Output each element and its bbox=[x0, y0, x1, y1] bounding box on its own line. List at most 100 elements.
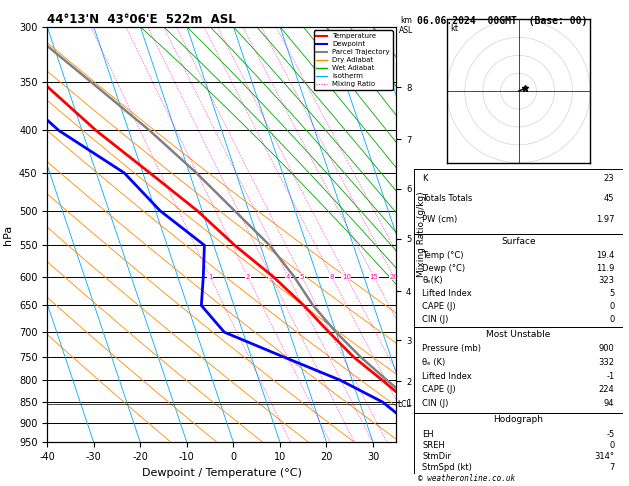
Text: 44°13'N  43°06'E  522m  ASL: 44°13'N 43°06'E 522m ASL bbox=[47, 13, 236, 26]
Text: CAPE (J): CAPE (J) bbox=[422, 302, 456, 311]
Text: EH: EH bbox=[422, 430, 434, 438]
Parcel Trajectory bbox=[409, 399, 417, 405]
Parcel Trajectory bbox=[435, 420, 442, 426]
Text: θₑ (K): θₑ (K) bbox=[422, 358, 445, 367]
Text: 0: 0 bbox=[609, 302, 615, 311]
Text: 10: 10 bbox=[342, 274, 351, 279]
Text: Pressure (mb): Pressure (mb) bbox=[422, 344, 481, 353]
Text: 45: 45 bbox=[604, 194, 615, 204]
Text: Dewp (°C): Dewp (°C) bbox=[422, 264, 465, 273]
X-axis label: Dewpoint / Temperature (°C): Dewpoint / Temperature (°C) bbox=[142, 468, 302, 478]
Temperature bbox=[39, 79, 47, 85]
Text: 20: 20 bbox=[389, 274, 398, 279]
Dewpoint bbox=[425, 439, 432, 445]
Line: Parcel Trajectory: Parcel Trajectory bbox=[24, 27, 464, 442]
Text: Hodograph: Hodograph bbox=[493, 415, 543, 424]
Text: Most Unstable: Most Unstable bbox=[486, 330, 550, 339]
Temperature bbox=[430, 420, 438, 426]
Text: 06.06.2024  00GMT  (Base: 00): 06.06.2024 00GMT (Base: 00) bbox=[417, 16, 587, 26]
Text: Totals Totals: Totals Totals bbox=[422, 194, 472, 204]
Text: StmDir: StmDir bbox=[422, 451, 451, 461]
Legend: Temperature, Dewpoint, Parcel Trajectory, Dry Adiabat, Wet Adiabat, Isotherm, Mi: Temperature, Dewpoint, Parcel Trajectory… bbox=[314, 30, 392, 90]
Y-axis label: hPa: hPa bbox=[3, 225, 13, 244]
Text: Lifted Index: Lifted Index bbox=[422, 289, 472, 298]
Text: 5: 5 bbox=[609, 289, 615, 298]
Text: kt: kt bbox=[450, 24, 458, 33]
Temperature bbox=[300, 303, 308, 309]
Parcel Trajectory bbox=[357, 354, 364, 360]
Text: θₑ(K): θₑ(K) bbox=[422, 277, 443, 285]
Temperature bbox=[146, 170, 153, 176]
Text: CIN (J): CIN (J) bbox=[422, 399, 448, 408]
Text: km
ASL: km ASL bbox=[399, 16, 413, 35]
Text: Temp (°C): Temp (°C) bbox=[422, 251, 464, 260]
Text: © weatheronline.co.uk: © weatheronline.co.uk bbox=[418, 474, 515, 483]
Text: 3: 3 bbox=[269, 274, 273, 279]
Text: 332: 332 bbox=[598, 358, 615, 367]
Parcel Trajectory bbox=[383, 378, 391, 383]
Temperature bbox=[379, 378, 386, 383]
Temperature bbox=[92, 127, 100, 133]
Temperature bbox=[231, 243, 238, 248]
Temperature bbox=[325, 329, 333, 335]
Text: 15: 15 bbox=[369, 274, 378, 279]
Dewpoint bbox=[157, 208, 164, 214]
Text: 900: 900 bbox=[599, 344, 615, 353]
Y-axis label: Mixing Ratio (g/kg): Mixing Ratio (g/kg) bbox=[417, 191, 426, 278]
Text: 0: 0 bbox=[609, 441, 615, 450]
Text: LCL: LCL bbox=[398, 400, 411, 409]
Dewpoint bbox=[337, 378, 344, 383]
Text: 94: 94 bbox=[604, 399, 615, 408]
Text: 323: 323 bbox=[598, 277, 615, 285]
Parcel Trajectory bbox=[231, 208, 238, 214]
Text: PW (cm): PW (cm) bbox=[422, 215, 457, 224]
Temperature bbox=[350, 354, 357, 360]
Dewpoint bbox=[198, 303, 205, 309]
Parcel Trajectory bbox=[460, 439, 467, 445]
Text: Lifted Index: Lifted Index bbox=[422, 372, 472, 381]
Parcel Trajectory bbox=[309, 303, 317, 309]
Text: Surface: Surface bbox=[501, 237, 536, 246]
Text: K: K bbox=[422, 174, 428, 183]
Text: 11.9: 11.9 bbox=[596, 264, 615, 273]
Dewpoint bbox=[379, 399, 387, 405]
Dewpoint bbox=[120, 170, 128, 176]
Dewpoint bbox=[201, 243, 208, 248]
Text: StmSpd (kt): StmSpd (kt) bbox=[422, 463, 472, 472]
Parcel Trajectory bbox=[266, 243, 274, 248]
Dewpoint bbox=[1, 79, 9, 85]
Text: 23: 23 bbox=[604, 174, 615, 183]
Temperature bbox=[460, 439, 467, 445]
Line: Dewpoint: Dewpoint bbox=[0, 27, 428, 442]
Text: 5: 5 bbox=[299, 274, 304, 279]
Text: SREH: SREH bbox=[422, 441, 445, 450]
Temperature bbox=[404, 399, 412, 405]
Dewpoint bbox=[221, 329, 228, 335]
Text: 7: 7 bbox=[609, 463, 615, 472]
Parcel Trajectory bbox=[146, 127, 153, 133]
Dewpoint bbox=[404, 420, 412, 426]
Text: 19.4: 19.4 bbox=[596, 251, 615, 260]
Text: 1.97: 1.97 bbox=[596, 215, 615, 224]
Dewpoint bbox=[55, 127, 62, 133]
Parcel Trajectory bbox=[192, 170, 200, 176]
Temperature bbox=[194, 208, 201, 214]
Dewpoint bbox=[199, 274, 207, 279]
Text: 2: 2 bbox=[245, 274, 250, 279]
Parcel Trajectory bbox=[20, 24, 28, 30]
Parcel Trajectory bbox=[332, 329, 340, 335]
Text: CIN (J): CIN (J) bbox=[422, 314, 448, 324]
Text: -1: -1 bbox=[606, 372, 615, 381]
Text: 1: 1 bbox=[208, 274, 212, 279]
Parcel Trajectory bbox=[87, 79, 95, 85]
Temperature bbox=[445, 430, 453, 435]
Text: 314°: 314° bbox=[594, 451, 615, 461]
Line: Temperature: Temperature bbox=[0, 27, 464, 442]
Temperature bbox=[269, 274, 277, 279]
Dewpoint bbox=[280, 354, 287, 360]
Parcel Trajectory bbox=[290, 274, 298, 279]
Text: 224: 224 bbox=[599, 385, 615, 394]
Text: 8: 8 bbox=[330, 274, 334, 279]
Text: 4: 4 bbox=[286, 274, 291, 279]
Dewpoint bbox=[415, 430, 423, 435]
